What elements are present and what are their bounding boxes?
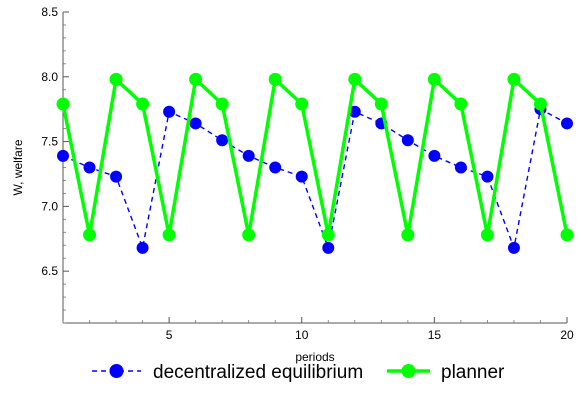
- data-point: [322, 241, 335, 254]
- data-point: [242, 149, 255, 162]
- data-point: [268, 72, 282, 86]
- data-point: [110, 170, 123, 183]
- data-point: [348, 105, 361, 118]
- data-point: [401, 134, 414, 147]
- data-point: [83, 161, 96, 174]
- legend-marker: [401, 364, 416, 378]
- legend-item-0: decentralized equilibrium: [92, 362, 363, 383]
- x-axis-label: periods: [295, 350, 334, 364]
- y-tick-label: 8.5: [41, 5, 58, 19]
- data-point: [189, 72, 203, 86]
- data-point: [83, 228, 97, 242]
- legend-label: decentralized equilibrium: [153, 362, 363, 383]
- data-point: [401, 228, 415, 242]
- data-point: [374, 97, 388, 111]
- x-tick-label: 10: [295, 328, 309, 342]
- data-point: [348, 72, 362, 86]
- y-tick-label: 7.0: [41, 199, 58, 213]
- data-point: [560, 228, 574, 242]
- data-point: [163, 105, 176, 118]
- legend-marker: [109, 364, 124, 378]
- series-line: [61, 77, 569, 237]
- data-point: [136, 97, 150, 111]
- data-point: [215, 97, 229, 111]
- data-point: [561, 117, 573, 130]
- x-tick-label: 15: [428, 328, 442, 342]
- data-point: [481, 170, 494, 183]
- y-axis-label: W, welfare: [11, 139, 25, 195]
- data-point: [136, 241, 149, 254]
- x-tick-label: 5: [166, 328, 173, 342]
- data-point: [507, 241, 520, 254]
- data-point: [533, 97, 547, 111]
- y-tick-label: 8.0: [41, 70, 58, 84]
- x-tick-label: 20: [560, 328, 574, 342]
- data-point: [321, 228, 335, 242]
- data-point: [56, 97, 70, 111]
- data-point: [216, 134, 229, 147]
- data-point: [454, 97, 468, 111]
- data-point: [454, 161, 467, 174]
- data-point: [295, 97, 309, 111]
- data-point: [428, 149, 441, 162]
- data-point: [242, 228, 256, 242]
- data-point: [162, 228, 176, 242]
- legend: decentralized equilibrium planner: [92, 362, 505, 383]
- legend-label: planner: [441, 362, 505, 383]
- axis-ticks: 6.5 7.0 7.5 8.0 8.5 5 10 15 20: [41, 5, 574, 342]
- series-group: [56, 72, 574, 254]
- data-point: [109, 72, 123, 86]
- data-point: [427, 72, 441, 86]
- data-point: [295, 170, 308, 183]
- series-1: [56, 72, 574, 242]
- data-point: [507, 72, 521, 86]
- data-point: [480, 228, 494, 242]
- series-0: [57, 103, 573, 254]
- data-point: [189, 117, 202, 130]
- legend-item-1: planner: [387, 362, 505, 383]
- y-tick-label: 7.5: [41, 135, 58, 149]
- data-point: [57, 149, 69, 162]
- y-tick-label: 6.5: [41, 264, 58, 278]
- data-point: [269, 161, 282, 174]
